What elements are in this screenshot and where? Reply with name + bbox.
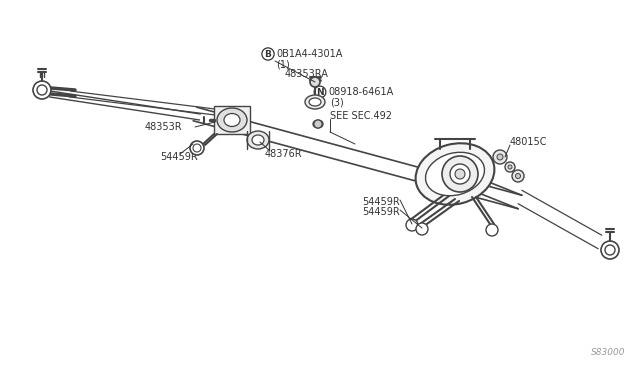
Text: N: N <box>316 87 324 96</box>
Text: 48353R: 48353R <box>145 122 182 132</box>
Circle shape <box>486 224 498 236</box>
Circle shape <box>601 241 619 259</box>
Circle shape <box>314 120 322 128</box>
Ellipse shape <box>224 113 240 126</box>
Circle shape <box>497 154 503 160</box>
Circle shape <box>505 162 515 172</box>
Text: 54459R: 54459R <box>362 207 400 217</box>
Circle shape <box>33 81 51 99</box>
Ellipse shape <box>313 120 323 128</box>
Circle shape <box>193 144 201 152</box>
Circle shape <box>310 77 320 87</box>
Ellipse shape <box>309 98 321 106</box>
Circle shape <box>416 223 428 235</box>
Circle shape <box>442 156 478 192</box>
Text: 54459R: 54459R <box>362 197 400 207</box>
Circle shape <box>190 141 204 155</box>
Text: (3): (3) <box>330 97 344 107</box>
Text: S83000: S83000 <box>591 348 625 357</box>
Text: B: B <box>264 49 271 58</box>
Ellipse shape <box>415 143 495 205</box>
Text: (1): (1) <box>276 59 290 69</box>
Circle shape <box>37 85 47 95</box>
Circle shape <box>515 173 520 179</box>
Circle shape <box>605 245 615 255</box>
Ellipse shape <box>426 152 484 196</box>
Text: 08918-6461A: 08918-6461A <box>328 87 393 97</box>
Text: SEE SEC.492: SEE SEC.492 <box>330 111 392 121</box>
Text: 0B1A4-4301A: 0B1A4-4301A <box>276 49 342 59</box>
Text: 48353RA: 48353RA <box>285 69 329 79</box>
Ellipse shape <box>217 108 247 132</box>
Text: 54459R: 54459R <box>160 152 198 162</box>
Circle shape <box>508 165 512 169</box>
FancyBboxPatch shape <box>214 106 250 134</box>
Ellipse shape <box>247 131 269 149</box>
Circle shape <box>406 219 418 231</box>
Circle shape <box>493 150 507 164</box>
Circle shape <box>512 170 524 182</box>
Ellipse shape <box>305 95 325 109</box>
Circle shape <box>455 169 465 179</box>
Text: 48376R: 48376R <box>265 149 303 159</box>
Text: 48015C: 48015C <box>510 137 547 147</box>
Ellipse shape <box>252 135 264 145</box>
Circle shape <box>450 164 470 184</box>
